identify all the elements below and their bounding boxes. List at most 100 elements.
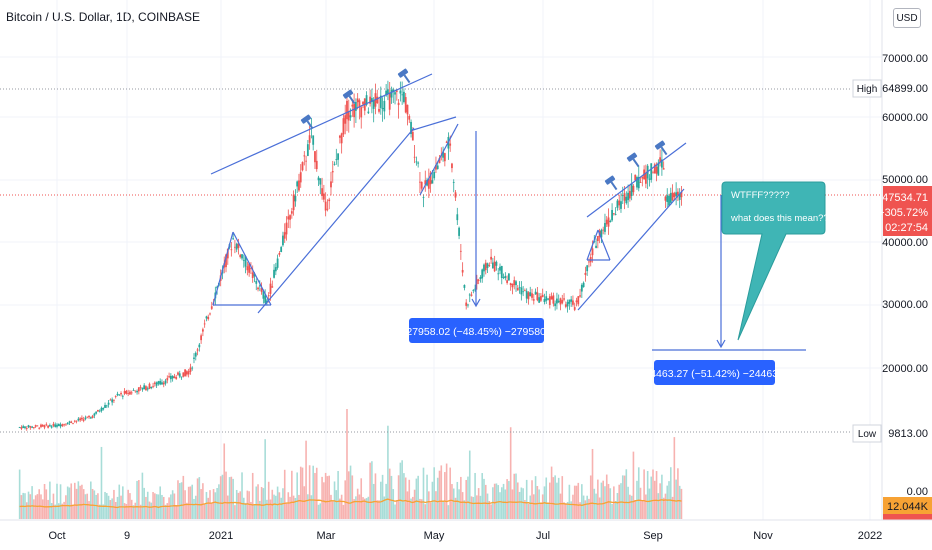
candle-body (169, 375, 172, 380)
volume-bar (132, 505, 135, 519)
candle-body (516, 287, 519, 291)
volume-bar (159, 486, 161, 519)
candle-body (634, 174, 637, 181)
candle-body (376, 96, 379, 104)
candle-body (369, 96, 372, 104)
volume-tag-2 (883, 514, 932, 520)
candle-body (72, 423, 74, 425)
candle-body (257, 287, 259, 290)
volume-bar (81, 484, 83, 519)
volume-bar (388, 468, 391, 519)
candle-body (442, 151, 444, 158)
time-axis[interactable]: Oct 9 2021 Mar May Jul Sep Nov 2022 (0, 519, 932, 542)
candle-body (193, 357, 195, 359)
candle-body (79, 418, 82, 421)
volume-bar (479, 495, 482, 519)
volume-bar (490, 504, 492, 519)
candle-body (381, 107, 384, 110)
candle-body (321, 188, 323, 196)
candle-body (152, 385, 154, 387)
volume-bar (278, 492, 281, 519)
callout-bubble[interactable] (721, 181, 826, 341)
volume-bar (484, 484, 487, 519)
candle-body (641, 177, 644, 179)
trend-drawings[interactable] (210, 73, 806, 351)
candle-body (572, 300, 574, 305)
candle-body (177, 372, 179, 375)
volume-bar (34, 495, 37, 519)
candle-body (287, 216, 290, 220)
price-tick-50000: 50000.00 (882, 174, 928, 186)
volume-bar (292, 495, 295, 519)
candle-body (178, 373, 181, 377)
hammer-icon (654, 140, 668, 156)
volume-bar (460, 476, 462, 519)
volume-bar (285, 503, 288, 519)
candle-body (659, 157, 662, 163)
volume-bar (554, 475, 556, 519)
candle-body (25, 428, 28, 429)
volume-bar (444, 472, 446, 519)
volume-bar (342, 504, 345, 519)
candle-body (403, 91, 405, 103)
volume-bar (63, 501, 65, 519)
volume-bar (424, 504, 427, 519)
volume-bar (671, 496, 674, 519)
volume-bar (244, 502, 247, 519)
volume-bar (210, 503, 213, 519)
hammer-icon (397, 68, 411, 84)
volume-bar (561, 476, 564, 519)
volume-bar (492, 487, 494, 519)
candle-body (383, 100, 386, 112)
volume-bar (344, 480, 347, 519)
measure-arrowhead-1 (471, 298, 481, 308)
volume-bar (410, 498, 412, 519)
candle-body (139, 386, 142, 388)
volume-bar (237, 492, 240, 519)
upper-trendline (210, 73, 433, 175)
currency-button[interactable]: USD (893, 8, 921, 28)
volume-bar (152, 492, 154, 519)
volume-bar (504, 489, 507, 519)
candle-body (618, 200, 621, 206)
candle-body (18, 427, 21, 428)
volume-bar (429, 502, 432, 519)
candle-body (678, 193, 681, 200)
candle-body (387, 89, 389, 94)
candle-body (292, 194, 295, 211)
volume-bar (54, 504, 57, 519)
volume-bar (552, 477, 555, 519)
candle-body (406, 104, 409, 115)
candle-body (422, 197, 425, 198)
candle-body (242, 259, 245, 261)
candle-body (568, 299, 571, 304)
volume-bar (125, 503, 128, 519)
candle-body (129, 391, 131, 395)
candle-body (591, 248, 594, 256)
volume-bar (162, 496, 165, 519)
candle-body (475, 279, 478, 285)
volume-bar (93, 490, 96, 519)
volume-bar (198, 477, 201, 519)
volume-bar (259, 500, 261, 519)
candle-body (431, 180, 434, 184)
volume-bar (38, 489, 41, 519)
candle-body (354, 102, 357, 111)
volume-bar (255, 486, 258, 519)
volume-bar (579, 502, 581, 519)
candle-body (664, 196, 667, 201)
price-axis[interactable]: 70000.00 60000.00 50000.00 40000.00 3000… (852, 0, 932, 520)
candle-body (392, 88, 395, 92)
volume-bar (609, 488, 612, 519)
candle-body (262, 291, 265, 299)
candle-body (280, 247, 283, 253)
volume-bar (230, 476, 233, 519)
volume-bar (486, 493, 489, 519)
candle-body (417, 162, 420, 164)
volume-bar (513, 473, 516, 519)
candle-body (451, 163, 453, 169)
candle-body (573, 307, 576, 310)
candle-body (443, 153, 446, 162)
candle-body (114, 396, 117, 397)
